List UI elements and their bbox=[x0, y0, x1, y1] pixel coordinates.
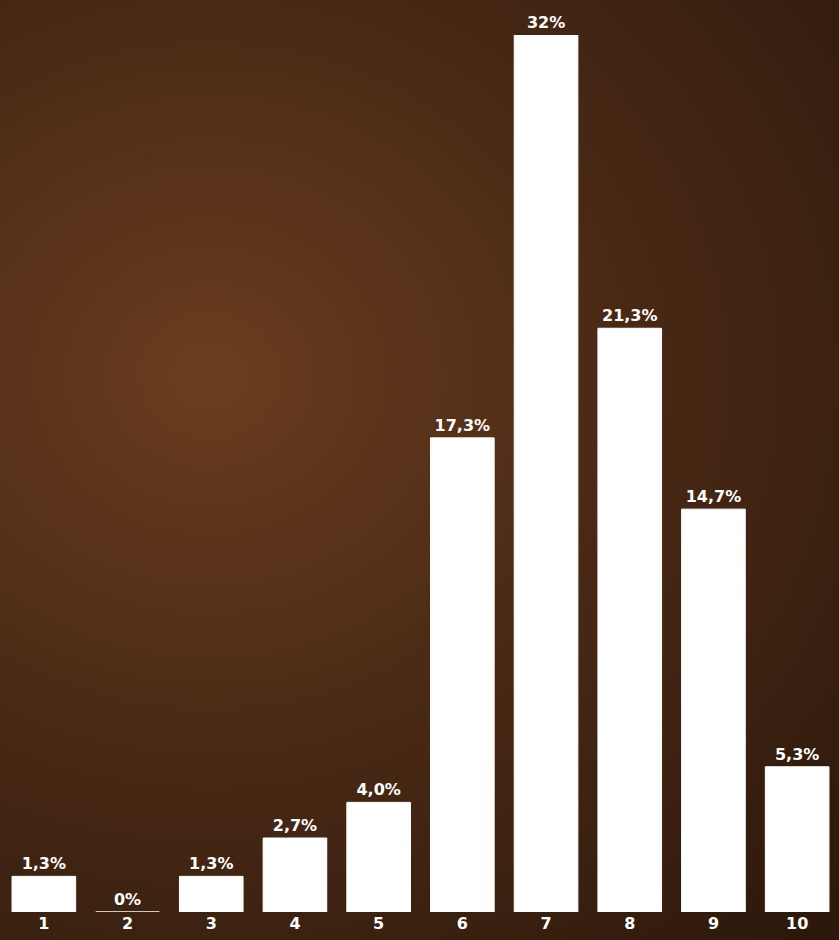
svg-text:9: 9 bbox=[708, 914, 719, 933]
svg-text:7: 7 bbox=[540, 914, 551, 933]
svg-text:32%: 32% bbox=[527, 13, 565, 32]
svg-text:1,3%: 1,3% bbox=[189, 854, 233, 873]
svg-text:10: 10 bbox=[786, 914, 808, 933]
svg-text:1: 1 bbox=[38, 914, 49, 933]
svg-text:4: 4 bbox=[289, 914, 300, 933]
svg-text:17,3%: 17,3% bbox=[435, 416, 491, 435]
svg-text:21,3%: 21,3% bbox=[602, 306, 658, 325]
svg-text:2,7%: 2,7% bbox=[273, 816, 317, 835]
svg-text:0%: 0% bbox=[114, 890, 141, 909]
svg-text:5: 5 bbox=[373, 914, 384, 933]
svg-text:8: 8 bbox=[624, 914, 635, 933]
svg-text:4,0%: 4,0% bbox=[356, 780, 400, 799]
svg-text:1,3%: 1,3% bbox=[22, 854, 66, 873]
svg-text:14,7%: 14,7% bbox=[686, 487, 742, 506]
svg-text:5,3%: 5,3% bbox=[775, 745, 819, 764]
svg-text:3: 3 bbox=[206, 914, 217, 933]
svg-text:2: 2 bbox=[122, 914, 133, 933]
svg-text:6: 6 bbox=[457, 914, 468, 933]
